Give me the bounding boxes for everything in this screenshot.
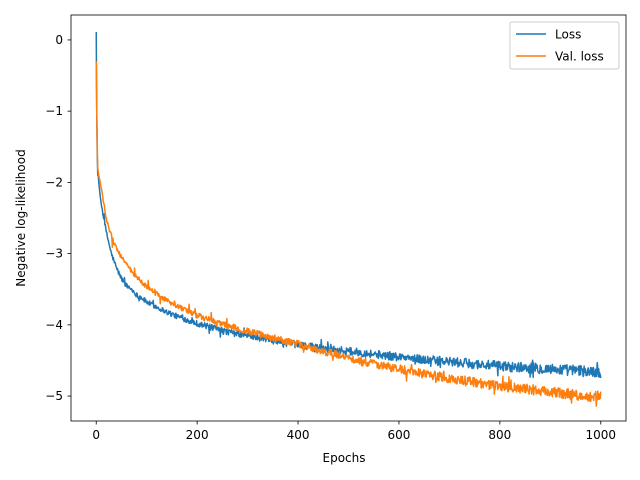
y-tick-label: −5 — [45, 389, 63, 403]
x-axis-title: Epochs — [323, 451, 366, 465]
y-tick-label: −2 — [45, 175, 63, 189]
x-tick-label: 600 — [388, 428, 411, 442]
y-tick-label: −1 — [45, 104, 63, 118]
y-axis: 0 −1 −2 −3 −4 −5 — [45, 33, 71, 403]
series-line-val-loss — [95, 61, 602, 407]
plot-area — [71, 15, 626, 421]
legend-label-val-loss: Val. loss — [555, 50, 604, 64]
y-tick-label: −4 — [45, 318, 63, 332]
x-axis: 0 200 400 600 800 1000 — [92, 421, 616, 442]
plot-frame — [70, 14, 627, 422]
x-tick-label: 0 — [92, 428, 100, 442]
y-axis-title: Negative log-likelihood — [14, 149, 28, 286]
series-layer — [95, 32, 602, 407]
x-tick-label: 200 — [186, 428, 209, 442]
legend: Loss Val. loss — [509, 21, 620, 70]
x-tick-label: 800 — [488, 428, 511, 442]
series-line-loss — [95, 32, 602, 379]
y-tick-label: −3 — [45, 247, 63, 261]
legend-label-loss: Loss — [555, 28, 581, 42]
x-tick-label: 400 — [287, 428, 310, 442]
x-tick-label: 1000 — [585, 428, 616, 442]
y-tick-label: 0 — [55, 33, 63, 47]
